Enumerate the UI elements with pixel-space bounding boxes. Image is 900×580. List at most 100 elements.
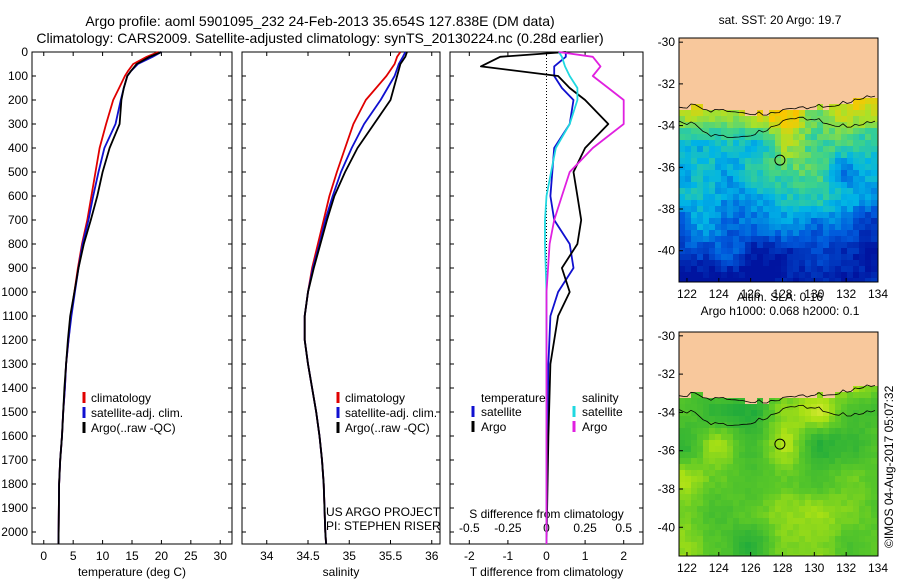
x-tick-label: 35 xyxy=(343,549,357,563)
y-tick-label: 1400 xyxy=(1,381,28,395)
x-tick-label: 34.5 xyxy=(296,549,320,563)
x-tick-label: 15 xyxy=(125,549,139,563)
legend-title-salinity: salinity xyxy=(582,391,619,405)
map-x-tick-label: 122 xyxy=(677,561,697,575)
x2-tick-label: 0.5 xyxy=(615,521,632,535)
map-y-tick-label: -36 xyxy=(658,160,676,174)
map-x-tick-label: 126 xyxy=(741,287,761,301)
series-line-temperature-argo xyxy=(479,51,610,545)
map-y-tick-label: -36 xyxy=(658,444,676,458)
series-line-argo-raw-qc- xyxy=(303,51,408,545)
map-x-tick-label: 126 xyxy=(741,561,761,575)
argo-location-marker xyxy=(774,438,786,450)
legend-difference: temperature salinity satellite Argo sate… xyxy=(471,391,623,434)
x-tick-label: -2 xyxy=(464,549,475,563)
sla-map: 122 124 126 128 130 132 134 -30 -32 -34 -36 -38 -40 xyxy=(658,329,889,575)
map-x-tick-label: 134 xyxy=(868,561,888,575)
x2-tick-label: -0.25 xyxy=(494,521,522,535)
map-x-tick-label: 134 xyxy=(868,287,888,301)
map-y-tick-label: -38 xyxy=(658,482,676,496)
y-tick-label: 1600 xyxy=(1,429,28,443)
map1-title: sat. SST: 20 Argo: 19.7 xyxy=(719,13,842,27)
y-tick-label: 400 xyxy=(8,141,28,155)
legend-label: Argo(..raw -QC) xyxy=(345,421,430,435)
legend-label: climatology xyxy=(91,391,151,405)
y-tick-label: 1000 xyxy=(1,285,28,299)
x-tick-label: 2 xyxy=(620,549,627,563)
legend-title-temperature: temperature xyxy=(481,391,546,405)
map-x-tick-label: 122 xyxy=(677,287,697,301)
coastline xyxy=(678,384,876,404)
salinity-panel: 34 34.5 35 35.5 36 salinity xyxy=(241,51,441,579)
map-y-tick-label: -40 xyxy=(658,244,676,258)
plot-frame xyxy=(31,51,233,545)
y-tick-label: 1100 xyxy=(2,309,28,323)
x2-tick-label: -0.5 xyxy=(459,521,480,535)
y-tick-label: 900 xyxy=(8,261,28,275)
x-axis-label: salinity xyxy=(323,565,360,579)
x-tick-label: 25 xyxy=(184,549,198,563)
x2-tick-label: 0.25 xyxy=(573,521,597,535)
x-tick-label: 30 xyxy=(214,549,228,563)
map-cells xyxy=(679,332,879,557)
x-tick-label: 34 xyxy=(260,549,274,563)
map-y-tick-label: -34 xyxy=(658,119,676,133)
x-tick-label: 36 xyxy=(425,549,439,563)
title-line-2: Climatology: CARS2009. Satellite-adjuste… xyxy=(36,30,604,46)
legend-salinity: climatology satellite-adj. clim. Argo(..… xyxy=(336,391,437,435)
x-tick-label: 10 xyxy=(96,549,110,563)
map-y-tick-label: -32 xyxy=(658,367,676,381)
legend-label: satellite xyxy=(481,405,522,419)
x-axis-label: T difference from climatology xyxy=(470,565,624,579)
map-frame xyxy=(678,37,879,283)
map2-title-1: Altim. SLA: 0.16 xyxy=(737,290,823,304)
map-x-tick-label: 124 xyxy=(709,287,729,301)
y-tick-label: 600 xyxy=(8,189,28,203)
legend-temperature: climatology satellite-adj. clim. Argo(..… xyxy=(82,391,183,435)
map-y-tick-label: -32 xyxy=(658,77,676,91)
x-tick-label: 35.5 xyxy=(379,549,403,563)
y-tick-label: 1300 xyxy=(1,357,28,371)
legend-label: climatology xyxy=(345,391,405,405)
legend-label: Argo xyxy=(481,420,507,434)
map-x-tick-label: 130 xyxy=(804,561,824,575)
y-tick-label: 500 xyxy=(8,165,28,179)
map-x-tick-label: 132 xyxy=(836,287,856,301)
map-cells xyxy=(679,38,879,283)
map2-title-2: Argo h1000: 0.068 h2000: 0.1 xyxy=(701,304,860,318)
x-tick-label: -1 xyxy=(503,549,514,563)
series-line-salinity-argo xyxy=(545,51,625,544)
map-x-tick-label: 128 xyxy=(772,287,792,301)
credit-line-1: US ARGO PROJECT xyxy=(326,505,441,519)
legend-label: satellite-adj. clim. xyxy=(91,406,183,420)
series-line-temperature-satellite xyxy=(545,52,575,545)
temperature-panel: 0 5 10 15 20 25 30 temperature (deg C) 0 100 200 30… xyxy=(1,45,233,579)
y-tick-label: 2000 xyxy=(1,525,28,539)
x-tick-label: 0 xyxy=(40,549,47,563)
map-frame xyxy=(678,331,879,557)
map-x-tick-label: 132 xyxy=(836,561,856,575)
x-tick-label: 1 xyxy=(582,549,589,563)
x-axis-label: temperature (deg C) xyxy=(78,565,186,579)
x-tick-label: 20 xyxy=(155,549,169,563)
y-tick-label: 1700 xyxy=(1,453,28,467)
map-x-tick-label: 130 xyxy=(804,287,824,301)
map-y-tick-label: -30 xyxy=(658,35,676,49)
legend-label: satellite-adj. clim. xyxy=(345,406,437,420)
title-line-1: Argo profile: aoml 5901095_232 24-Feb-20… xyxy=(85,13,555,29)
y-tick-label: 1900 xyxy=(1,501,28,515)
map-x-tick-label: 124 xyxy=(709,561,729,575)
legend-label: Argo xyxy=(582,420,608,434)
map-y-tick-label: -30 xyxy=(658,329,676,343)
sst-map: 122 124 126 128 130 132 134 -30 -32 -34 -36 -38 -40 xyxy=(658,35,889,301)
y-tick-label: 800 xyxy=(8,237,28,251)
map-y-tick-label: -38 xyxy=(658,202,676,216)
y-tick-label: 1500 xyxy=(1,405,28,419)
credit-line-2: PI: STEPHEN RISER xyxy=(326,519,441,533)
difference-panel: -2 -1 0 1 2 T difference from climatology -0.5… xyxy=(449,51,644,579)
coastline xyxy=(678,95,876,116)
x-tick-label: 5 xyxy=(70,549,77,563)
legend-label: Argo(..raw -QC) xyxy=(91,421,176,435)
shelf-contour xyxy=(678,116,876,138)
